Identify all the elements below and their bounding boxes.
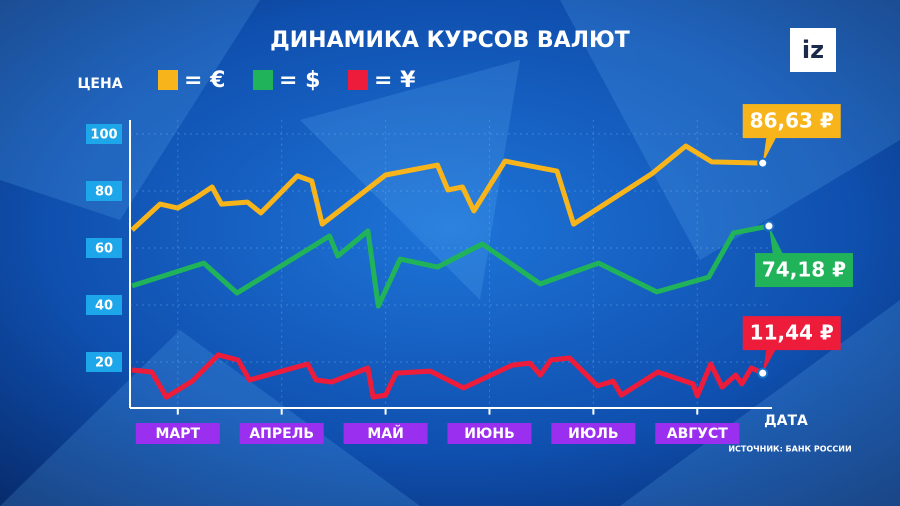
- series-line: [131, 352, 764, 400]
- series-line: [131, 223, 770, 309]
- x-tick-label: АВГУСТ: [667, 426, 728, 442]
- y-tick-label: 20: [95, 356, 113, 371]
- legend-label: = $: [279, 68, 320, 93]
- x-tick-box: [551, 423, 636, 444]
- callout-box: [742, 104, 841, 139]
- y-tick-label: 40: [95, 299, 113, 314]
- y-tick-box: [86, 181, 122, 201]
- x-tick-label: МАРТ: [156, 426, 201, 442]
- callout-label: 11,44 ₽: [750, 321, 834, 345]
- x-tick-box: [447, 423, 532, 444]
- logo-box: [790, 28, 836, 72]
- end-marker: [757, 367, 769, 379]
- chart-title: ДИНАМИКА КУРСОВ ВАЛЮТ: [270, 28, 630, 53]
- x-tick-box: [239, 423, 324, 444]
- logo: iz: [802, 36, 824, 64]
- y-tick-label: 60: [95, 242, 113, 257]
- series-line: [130, 143, 763, 232]
- end-marker: [763, 220, 775, 232]
- end-marker: [757, 157, 769, 169]
- y-tick-box: [86, 295, 122, 315]
- y-tick-box: [86, 352, 122, 372]
- source: ИСТОЧНИК: БАНК РОССИИ: [728, 445, 851, 454]
- y-tick-box: [86, 124, 122, 144]
- legend-swatch: [348, 70, 368, 90]
- y-tick-label: 80: [95, 185, 113, 200]
- callout-label: 86,63 ₽: [750, 109, 834, 133]
- y-tick-box: [86, 238, 122, 258]
- y-axis-label: ЦЕНА: [77, 76, 122, 92]
- x-axis-label: ДАТА: [764, 413, 808, 429]
- x-tick-box: [135, 423, 220, 444]
- legend-label: = ¥: [374, 68, 416, 93]
- callout-label: 74,18 ₽: [762, 258, 846, 282]
- x-tick-label: ИЮЛЬ: [568, 426, 618, 442]
- x-tick-box: [655, 423, 740, 444]
- x-tick-box: [343, 423, 428, 444]
- x-tick-label: АПРЕЛЬ: [249, 426, 314, 442]
- x-tick-label: МАЙ: [367, 425, 403, 442]
- callout-box: [742, 316, 841, 351]
- legend-swatch: [158, 70, 178, 90]
- y-tick-label: 100: [90, 128, 117, 143]
- callout-box: [754, 253, 853, 288]
- legend-swatch: [253, 70, 273, 90]
- legend-label: = €: [184, 68, 225, 93]
- x-tick-label: ИЮНЬ: [464, 426, 515, 442]
- axes: [129, 120, 772, 409]
